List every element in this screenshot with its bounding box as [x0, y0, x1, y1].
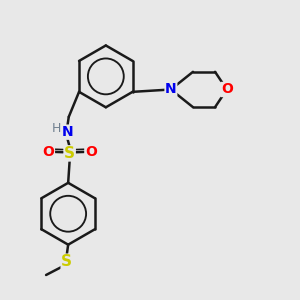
Text: O: O	[85, 145, 97, 159]
Text: S: S	[61, 254, 72, 269]
Text: N: N	[165, 82, 177, 97]
Text: H: H	[51, 122, 61, 135]
Text: S: S	[64, 146, 75, 161]
Text: O: O	[43, 145, 54, 159]
Text: N: N	[61, 125, 73, 139]
Text: O: O	[221, 82, 233, 97]
